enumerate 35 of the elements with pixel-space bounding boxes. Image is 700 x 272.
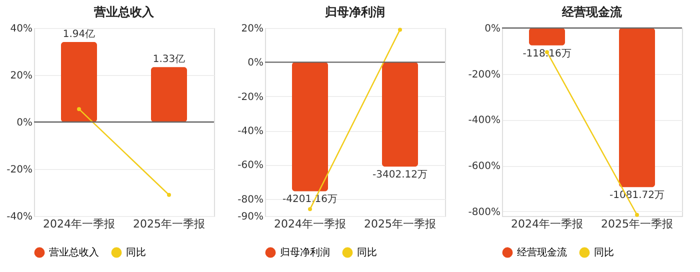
y-tick-label: -200% xyxy=(468,69,500,80)
y-tick-label: -90% xyxy=(238,212,264,222)
legend-label: 同比 xyxy=(594,246,614,259)
y-tick-label: 0% xyxy=(248,58,264,69)
chart-title: 经营现金流 xyxy=(561,5,623,19)
y-tick-label: 0% xyxy=(16,118,32,128)
chart-title: 营业总收入 xyxy=(93,5,155,19)
legend-label: 同比 xyxy=(357,246,377,259)
x-tick-label: 2024年一季报 xyxy=(274,218,346,230)
y-tick-label: -80% xyxy=(238,194,264,206)
legend-label: 经营现金流 xyxy=(517,246,567,259)
data-label: -3402.12万 xyxy=(372,170,428,181)
y-tick-label: -40% xyxy=(6,212,32,222)
y-tick-label: 20% xyxy=(241,24,264,34)
y-tick-label: 0% xyxy=(484,24,500,34)
x-tick-label: 2024年一季报 xyxy=(511,218,583,230)
y-tick-label: -40% xyxy=(238,126,264,138)
y-tick-label: 20% xyxy=(10,70,32,82)
data-label: 1.94亿 xyxy=(62,29,96,40)
y-tick-label: -400% xyxy=(468,115,500,126)
y-tick-label: 40% xyxy=(10,24,32,34)
x-tick-label: 2025年一季报 xyxy=(601,218,673,230)
legend-label: 归母净利润 xyxy=(280,246,330,259)
legend-label: 同比 xyxy=(126,246,146,259)
x-tick-label: 2025年一季报 xyxy=(364,218,436,230)
y-tick-label: -20% xyxy=(6,164,32,176)
chart-title: 归母净利润 xyxy=(324,5,385,19)
y-tick-label: -60% xyxy=(238,160,264,172)
x-tick-label: 2025年一季报 xyxy=(133,218,205,230)
y-tick-label: -600% xyxy=(468,161,500,172)
y-tick-label: -800% xyxy=(468,206,500,218)
x-tick-label: 2024年一季报 xyxy=(43,218,115,230)
y-tick-label: -20% xyxy=(238,92,264,103)
data-label: 1.33亿 xyxy=(152,54,186,66)
legend-label: 营业总收入 xyxy=(49,246,99,259)
